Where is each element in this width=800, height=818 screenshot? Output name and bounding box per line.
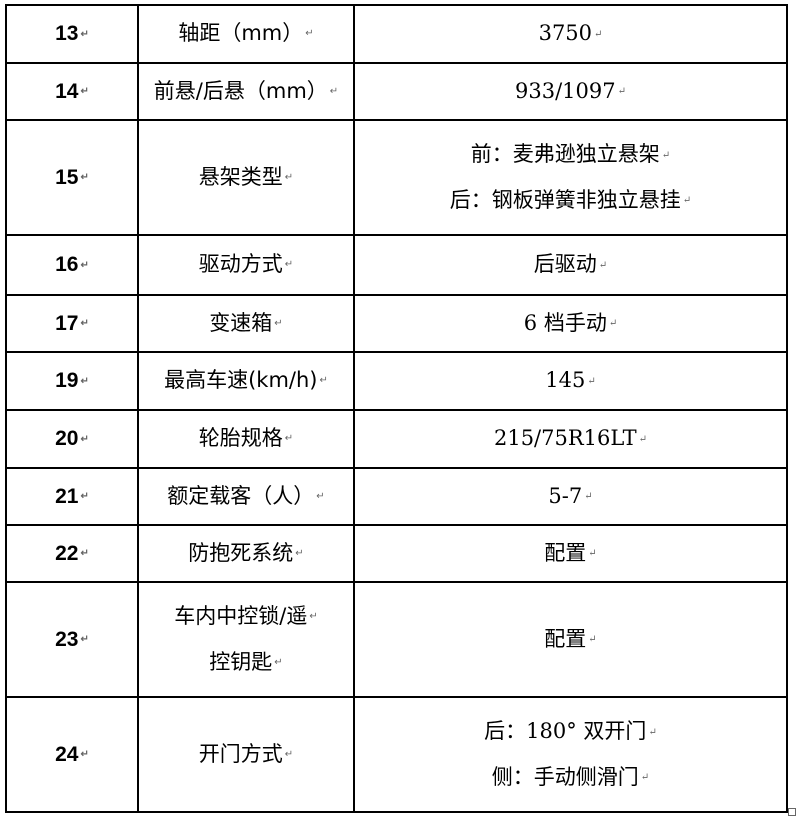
item-name-cell: 最高车速(km/h) — [137, 351, 355, 411]
item-name-cell: 悬架类型 — [137, 119, 355, 236]
item-value-cell: 配置 — [353, 581, 788, 698]
row-number-cell-text: 15 — [55, 166, 89, 189]
table-row: 15 悬架类型前：麦弗逊独立悬架后：钢板弹簧非独立悬挂 — [5, 119, 788, 236]
item-value-cell: 933/1097 — [353, 62, 788, 121]
item-name-cell: 驱动方式 — [137, 234, 355, 296]
item-name-cell: 轮胎规格 — [137, 409, 355, 469]
row-number-cell-text: 19 — [55, 369, 89, 392]
table-row: 24 开门方式后：180° 双开门侧：手动侧滑门 — [5, 696, 788, 813]
row-number-cell: 15 — [5, 119, 139, 236]
item-value-cell: 145 — [353, 351, 788, 411]
row-number-cell-text: 22 — [55, 542, 89, 565]
row-number-cell-text: 17 — [55, 312, 89, 335]
item-name-cell: 变速箱 — [137, 294, 355, 353]
row-number-cell: 22 — [5, 524, 139, 583]
table-row: 14 前悬/后悬（mm）933/1097 — [5, 62, 788, 121]
spec-table: 13 轴距（mm）3750 14 前悬/后悬（mm）933/1097 15 悬架类型前：麦… — [5, 4, 788, 813]
item-name-cell-line: 防抱死系统 — [139, 541, 353, 566]
table-row: 16 驱动方式后驱动 — [5, 234, 788, 296]
item-name-cell-line: 轮胎规格 — [139, 426, 353, 451]
item-value-cell-line: 配置 — [355, 541, 786, 566]
item-value-cell: 前：麦弗逊独立悬架后：钢板弹簧非独立悬挂 — [353, 119, 788, 236]
item-name-cell-line: 最高车速(km/h) — [139, 368, 353, 393]
item-name-cell-line: 悬架类型 — [139, 165, 353, 190]
item-value-cell-line: 配置 — [355, 627, 786, 652]
item-name-cell: 前悬/后悬（mm） — [137, 62, 355, 121]
row-number-cell: 16 — [5, 234, 139, 296]
item-name-cell: 轴距（mm） — [137, 4, 355, 64]
row-number-cell-text: 21 — [55, 485, 89, 508]
item-name-cell-line: 驱动方式 — [139, 252, 353, 277]
end-of-table-marker — [788, 808, 796, 816]
item-value-cell-line: 145 — [355, 368, 786, 393]
item-value-cell: 配置 — [353, 524, 788, 583]
row-number-cell: 19 — [5, 351, 139, 411]
item-name-cell-line: 轴距（mm） — [139, 21, 353, 46]
item-value-cell-line: 后驱动 — [355, 252, 786, 277]
item-value-cell: 后驱动 — [353, 234, 788, 296]
table-row: 23 车内中控锁/遥控钥匙配置 — [5, 581, 788, 698]
table-row: 22 防抱死系统配置 — [5, 524, 788, 583]
item-value-cell: 6 档手动 — [353, 294, 788, 353]
row-number-cell: 21 — [5, 467, 139, 526]
row-number-cell-text: 24 — [55, 743, 89, 766]
item-name-cell: 车内中控锁/遥控钥匙 — [137, 581, 355, 698]
row-number-cell: 23 — [5, 581, 139, 698]
table-row: 21 额定载客（人）5-7 — [5, 467, 788, 526]
item-name-cell-line: 前悬/后悬（mm） — [139, 79, 353, 104]
row-number-cell-text: 14 — [55, 80, 89, 103]
row-number-cell: 13 — [5, 4, 139, 64]
item-name-cell-line: 变速箱 — [139, 311, 353, 336]
row-number-cell: 17 — [5, 294, 139, 353]
item-value-cell: 后：180° 双开门侧：手动侧滑门 — [353, 696, 788, 813]
item-value-cell-line: 5-7 — [355, 484, 786, 509]
table-row: 13 轴距（mm）3750 — [5, 4, 788, 64]
item-value-cell-line: 3750 — [355, 21, 786, 46]
row-number-cell-text: 13 — [55, 22, 89, 45]
item-name-cell: 额定载客（人） — [137, 467, 355, 526]
item-value-cell-line: 215/75R16LT — [355, 426, 786, 451]
item-value-cell: 5-7 — [353, 467, 788, 526]
row-number-cell-text: 16 — [55, 253, 89, 276]
item-value-cell-line: 后：180° 双开门 — [355, 719, 786, 744]
row-number-cell: 14 — [5, 62, 139, 121]
item-value-cell: 215/75R16LT — [353, 409, 788, 469]
item-name-cell-line: 额定载客（人） — [139, 484, 353, 509]
item-name-cell-line: 开门方式 — [139, 742, 353, 767]
item-name-cell-line: 控钥匙 — [139, 650, 353, 675]
table-row: 17 变速箱6 档手动 — [5, 294, 788, 353]
item-value-cell-line: 6 档手动 — [355, 311, 786, 336]
item-value-cell-line: 933/1097 — [355, 79, 786, 104]
item-name-cell-line: 车内中控锁/遥 — [139, 604, 353, 629]
table-row: 19 最高车速(km/h)145 — [5, 351, 788, 411]
item-name-cell: 开门方式 — [137, 696, 355, 813]
row-number-cell-text: 23 — [55, 628, 89, 651]
item-value-cell: 3750 — [353, 4, 788, 64]
table-row: 20 轮胎规格215/75R16LT — [5, 409, 788, 469]
item-value-cell-line: 前：麦弗逊独立悬架 — [355, 142, 786, 167]
item-value-cell-line: 后：钢板弹簧非独立悬挂 — [355, 188, 786, 213]
row-number-cell: 20 — [5, 409, 139, 469]
item-value-cell-line: 侧：手动侧滑门 — [355, 765, 786, 790]
item-name-cell: 防抱死系统 — [137, 524, 355, 583]
row-number-cell: 24 — [5, 696, 139, 813]
row-number-cell-text: 20 — [55, 427, 89, 450]
